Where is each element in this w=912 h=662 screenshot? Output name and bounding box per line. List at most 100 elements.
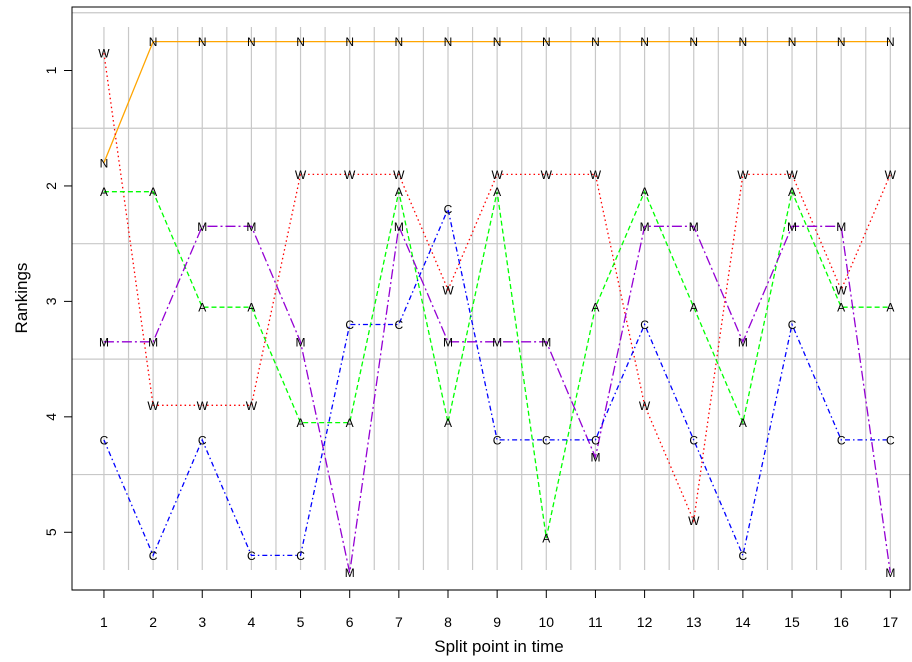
marker-m: M (541, 335, 551, 349)
x-tick-label: 8 (444, 614, 452, 630)
marker-n: N (345, 35, 354, 49)
marker-c: C (640, 318, 649, 332)
marker-n: N (493, 35, 502, 49)
marker-w: W (836, 283, 848, 297)
marker-a: A (690, 301, 698, 315)
marker-w: W (197, 399, 209, 413)
x-axis: 1 2 3 4 5 6 7 8 9 10 11 12 13 14 15 16 17 (100, 589, 899, 630)
marker-c: C (247, 549, 256, 563)
marker-n: N (788, 35, 797, 49)
marker-m: M (492, 335, 502, 349)
x-tick-label: 16 (833, 614, 849, 630)
marker-m: M (885, 566, 895, 580)
x-tick-label: 15 (784, 614, 800, 630)
y-axis: 1 2 3 4 5 (43, 66, 73, 536)
x-tick-label: 6 (346, 614, 354, 630)
marker-m: M (197, 220, 207, 234)
marker-n: N (296, 35, 305, 49)
marker-n: N (689, 35, 698, 49)
marker-c: C (493, 433, 502, 447)
marker-n: N (100, 156, 109, 170)
y-tick-label: 4 (43, 413, 59, 421)
marker-m: M (836, 220, 846, 234)
series-line-w (103, 53, 891, 524)
marker-w: W (737, 168, 749, 182)
marker-w: W (344, 168, 356, 182)
marker-m: M (246, 220, 256, 234)
x-tick-label: 2 (149, 614, 157, 630)
marker-a: A (395, 185, 403, 199)
marker-c: C (296, 549, 305, 563)
marker-m: M (738, 335, 748, 349)
y-tick-label: 3 (43, 297, 59, 305)
x-tick-label: 17 (883, 614, 899, 630)
marker-a: A (149, 185, 157, 199)
series-line-m (103, 223, 891, 573)
marker-m: M (640, 220, 650, 234)
y-tick-label: 5 (43, 528, 59, 536)
marker-a: A (591, 301, 599, 315)
marker-m: M (689, 220, 699, 234)
marker-c: C (739, 549, 748, 563)
marker-n: N (886, 35, 895, 49)
marker-m: M (345, 566, 355, 580)
marker-a: A (444, 416, 452, 430)
marker-w: W (491, 168, 503, 182)
marker-n: N (149, 35, 158, 49)
x-tick-label: 14 (735, 614, 751, 630)
marker-m: M (590, 451, 600, 465)
marker-m: M (296, 335, 306, 349)
series-line-a (103, 189, 891, 539)
marker-a: A (641, 185, 649, 199)
y-axis-title: Rankings (12, 263, 31, 334)
x-axis-title: Split point in time (434, 637, 563, 656)
x-tick-label: 4 (247, 614, 255, 630)
x-tick-label: 3 (198, 614, 206, 630)
marker-a: A (198, 301, 206, 315)
marker-w: W (541, 168, 553, 182)
marker-m: M (787, 220, 797, 234)
marker-a: A (346, 416, 354, 430)
x-tick-label: 5 (297, 614, 305, 630)
x-tick-label: 12 (637, 614, 653, 630)
marker-c: C (198, 433, 207, 447)
marker-w: W (786, 168, 798, 182)
marker-a: A (739, 416, 747, 430)
marker-c: C (591, 433, 600, 447)
x-tick-label: 9 (493, 614, 501, 630)
series-lines (103, 40, 891, 573)
y-tick-label: 2 (43, 182, 59, 190)
marker-c: C (542, 433, 551, 447)
marker-a: A (542, 532, 550, 546)
marker-n: N (591, 35, 600, 49)
series-line-n (103, 40, 891, 164)
marker-w: W (98, 47, 110, 61)
marker-c: C (837, 433, 846, 447)
marker-c: C (788, 318, 797, 332)
marker-m: M (99, 335, 109, 349)
x-tick-label: 7 (395, 614, 403, 630)
marker-a: A (493, 185, 501, 199)
series-line-c (103, 206, 891, 558)
marker-w: W (393, 168, 405, 182)
y-tick-label: 1 (43, 66, 59, 74)
marker-w: W (295, 168, 307, 182)
marker-n: N (198, 35, 207, 49)
marker-w: W (885, 168, 897, 182)
marker-n: N (837, 35, 846, 49)
x-tick-label: 1 (100, 614, 108, 630)
marker-n: N (542, 35, 551, 49)
marker-w: W (246, 399, 258, 413)
marker-a: A (247, 301, 255, 315)
marker-n: N (640, 35, 649, 49)
marker-m: M (443, 335, 453, 349)
x-tick-label: 10 (539, 614, 555, 630)
marker-m: M (148, 335, 158, 349)
marker-c: C (689, 433, 698, 447)
marker-c: C (886, 433, 895, 447)
marker-c: C (345, 318, 354, 332)
marker-c: C (395, 318, 404, 332)
marker-n: N (739, 35, 748, 49)
